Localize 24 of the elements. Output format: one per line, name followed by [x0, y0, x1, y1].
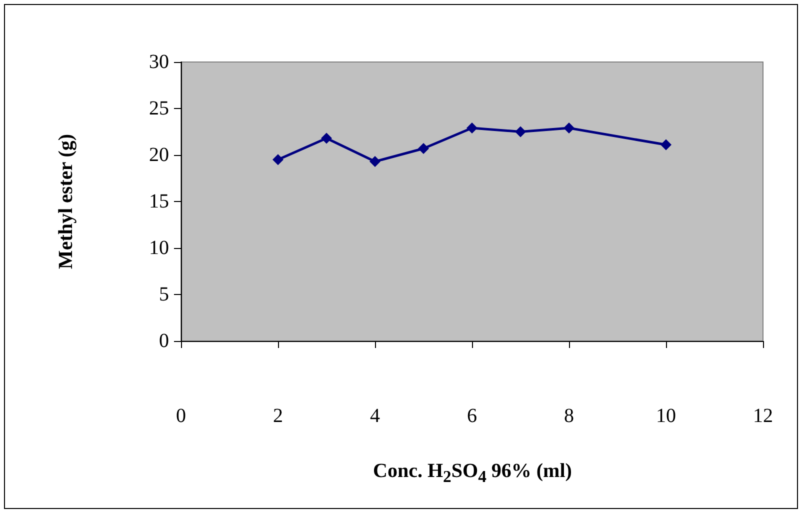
y-tick-label: 20 — [149, 144, 169, 166]
x-tick-label: 0 — [176, 405, 186, 427]
point — [515, 126, 526, 138]
y-tick-label: 30 — [149, 51, 169, 73]
y-tick-label: 25 — [149, 98, 169, 120]
y-tick-label: 0 — [159, 330, 169, 352]
point — [370, 156, 380, 168]
y-tick-label: 5 — [159, 284, 169, 306]
point — [466, 122, 478, 134]
point — [564, 122, 574, 134]
point — [660, 139, 672, 150]
x-tick-label: 8 — [564, 405, 574, 427]
x-axis-title: Conc. H$_{2}$SO$_{4}$ 96% (ml) — [372, 460, 573, 487]
x-tick-label: 12 — [753, 405, 773, 427]
x-tick-label: 4 — [370, 405, 380, 427]
y-tick-label: 10 — [149, 237, 169, 259]
y-axis-title: Methyl ester (g) — [55, 134, 77, 270]
point — [321, 132, 332, 144]
point — [418, 142, 429, 154]
x-tick-label: 6 — [467, 405, 477, 427]
point — [272, 154, 284, 166]
x-tick-label: 2 — [273, 405, 283, 427]
x-tick-label: 10 — [656, 405, 676, 427]
y-tick-label: 15 — [149, 190, 169, 212]
